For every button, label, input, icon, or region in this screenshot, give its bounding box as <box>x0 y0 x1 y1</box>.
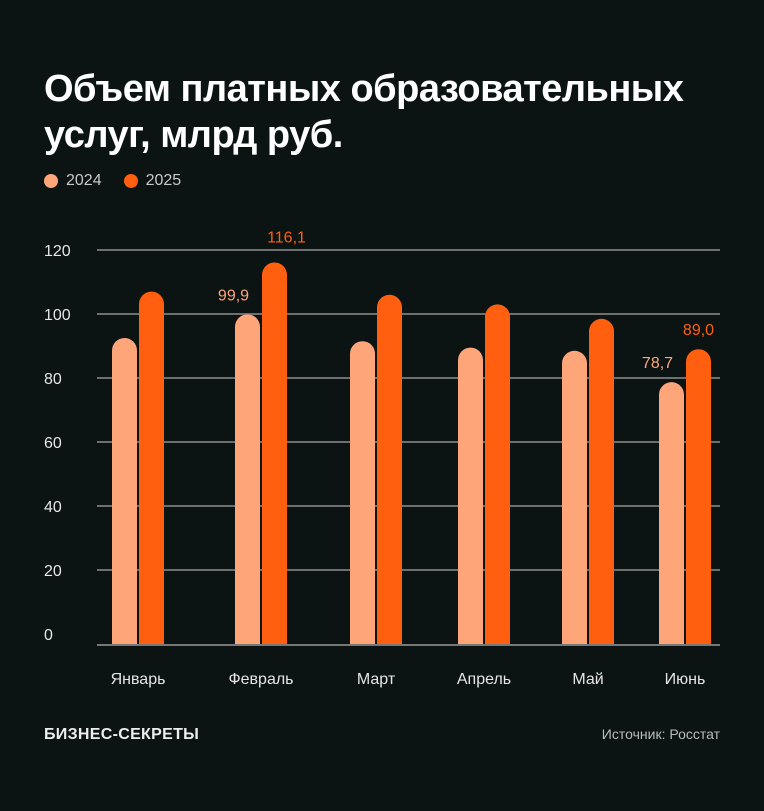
bar-2024-Май <box>562 350 587 645</box>
legend-dot-2025 <box>123 174 138 188</box>
legend-label-2024: 2024 <box>66 172 102 189</box>
legend-dot-2024 <box>44 174 58 188</box>
legend-label-2025: 2025 <box>145 172 182 189</box>
y-tick-label: 40 <box>44 499 62 516</box>
data-label: 89,0 <box>683 322 714 339</box>
x-tick-label: Июнь <box>665 671 706 688</box>
x-tick-label: Январь <box>111 671 166 688</box>
data-label: 78,7 <box>642 355 673 372</box>
y-tick-label: 0 <box>44 627 53 644</box>
bar-2025-Июнь <box>686 349 711 645</box>
bar-2025-Май <box>589 318 614 645</box>
x-tick-label: Март <box>357 671 396 688</box>
y-tick-label: 100 <box>44 307 71 324</box>
bar-2025-Февраль <box>262 262 287 645</box>
data-label: 99,9 <box>218 287 249 304</box>
bar-2024-Февраль <box>234 314 260 645</box>
y-tick-label: 60 <box>44 435 62 452</box>
chart-title: Объем платных образовательных услуг, млр… <box>44 68 684 156</box>
x-tick-label: Февраль <box>228 671 293 688</box>
source-note: Источник: Росстат <box>601 726 720 742</box>
y-tick-label: 20 <box>44 563 62 580</box>
legend: 2024 2025 <box>44 172 181 190</box>
bar-2024-Январь <box>112 338 137 645</box>
bar-2025-Март <box>377 294 402 645</box>
bar-2025-Апрель <box>485 304 510 645</box>
x-tick-label: Апрель <box>457 671 511 688</box>
bar-2025-Январь <box>139 291 164 645</box>
brand-logo: БИЗНЕС-СЕКРЕТЫ <box>44 726 200 743</box>
y-tick-label: 80 <box>44 371 62 388</box>
legend-item-2024: 2024 <box>44 172 102 190</box>
x-tick-label: Май <box>572 671 603 688</box>
bar-2024-Июнь <box>659 382 684 645</box>
y-tick-label: 120 <box>44 243 71 260</box>
data-label: 116,1 <box>267 229 306 246</box>
bar-2024-Апрель <box>458 347 483 645</box>
data-label-bg <box>258 226 315 247</box>
bar-2024-Март <box>350 341 375 645</box>
legend-item-2025: 2025 <box>123 172 182 190</box>
